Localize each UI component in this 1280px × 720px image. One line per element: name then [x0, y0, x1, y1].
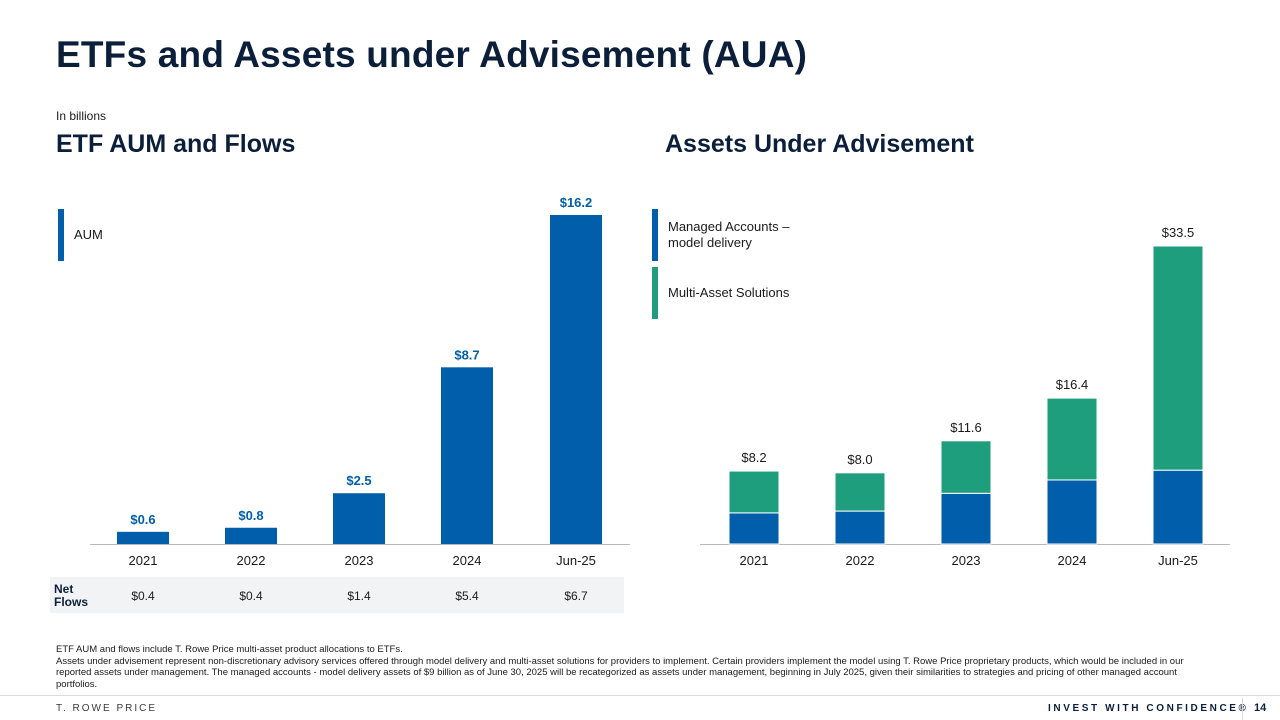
- net-flows-label: Net Flows: [54, 583, 94, 609]
- etf-tick-label: Jun-25: [556, 553, 596, 568]
- etf-tick-label: 2021: [129, 553, 158, 568]
- aua-bar-managed-accounts: [1046, 479, 1098, 545]
- aua-tick-label: 2024: [1058, 553, 1087, 568]
- etf-data-label: $0.6: [130, 512, 155, 527]
- aua-tick-label: 2022: [846, 553, 875, 568]
- etf-data-label: $16.2: [560, 195, 593, 210]
- etf-data-label: $2.5: [346, 473, 371, 488]
- etf-bar: [550, 215, 602, 544]
- aua-bar-multi-asset: [940, 440, 992, 494]
- footer-brand: T. ROWE PRICE: [56, 703, 158, 714]
- net-flows-value: $6.7: [564, 589, 588, 603]
- aua-total-label: $33.5: [1162, 225, 1195, 240]
- net-flows-label-line1: Net: [54, 582, 74, 596]
- net-flows-value: $0.4: [239, 589, 263, 603]
- etf-data-label: $0.8: [238, 508, 263, 523]
- legend-label: AUM: [74, 227, 103, 242]
- aua-bar-multi-asset: [1046, 397, 1098, 481]
- aua-total-label: $8.2: [741, 450, 766, 465]
- etf-bar: [441, 367, 493, 544]
- aua-chart-title: Assets Under Advisement: [665, 130, 974, 158]
- net-flows-row: Net Flows $0.4 $0.4 $1.4 $5.4 $6.7: [50, 577, 624, 613]
- etf-data-label: $8.7: [454, 347, 479, 362]
- footer-tagline: INVEST WITH CONFIDENCE®: [1048, 703, 1249, 714]
- etf-bar: [333, 493, 385, 544]
- aua-bar-managed-accounts: [728, 512, 780, 545]
- aua-legend-multi-asset: Multi-Asset Solutions: [652, 267, 818, 319]
- legend-label: Multi-Asset Solutions: [668, 285, 790, 300]
- aua-total-label: $11.6: [950, 420, 982, 435]
- net-flows-value: $5.4: [455, 589, 479, 603]
- aua-tick-label: 2021: [740, 553, 769, 568]
- aua-bar-multi-asset: [1152, 245, 1204, 471]
- etf-legend-aum: AUM: [58, 209, 224, 261]
- legend-label: Managed Accounts – model delivery: [668, 219, 790, 250]
- footnote-line: Assets under advisement represent non-di…: [56, 655, 1184, 690]
- footer-divider: [0, 695, 1280, 696]
- aua-bar-multi-asset: [728, 470, 780, 514]
- net-flows-label-line2: Flows: [54, 595, 89, 609]
- page-title: ETFs and Assets under Advisement (AUA): [56, 34, 808, 75]
- aua-legend-managed-accounts: Managed Accounts – model delivery: [652, 209, 808, 261]
- aua-bar-managed-accounts: [940, 492, 992, 545]
- net-flows-value: $1.4: [347, 589, 371, 603]
- etf-bar: [225, 527, 277, 544]
- legend-swatch: [652, 267, 658, 319]
- net-flows-value: $0.4: [131, 589, 155, 603]
- page-number: 14: [1254, 702, 1267, 714]
- aua-total-label: $16.4: [1056, 377, 1089, 392]
- aua-bar-multi-asset: [834, 472, 886, 512]
- footnote-line: ETF AUM and flows include T. Rowe Price …: [56, 644, 403, 655]
- etf-tick-label: 2022: [237, 553, 266, 568]
- aua-total-label: $8.0: [847, 452, 872, 467]
- aua-bar-managed-accounts: [1152, 469, 1204, 545]
- aua-bar-managed-accounts: [834, 510, 886, 545]
- etf-bar: [117, 531, 169, 544]
- etf-tick-label: 2023: [345, 553, 374, 568]
- etf-tick-label: 2024: [453, 553, 482, 568]
- legend-swatch: [652, 209, 658, 261]
- aua-tick-label: Jun-25: [1158, 553, 1198, 568]
- etf-chart-title: ETF AUM and Flows: [56, 130, 296, 158]
- footer-separator: [1242, 698, 1243, 720]
- legend-swatch: [58, 209, 64, 261]
- aua-tick-label: 2023: [952, 553, 981, 568]
- unit-note: In billions: [56, 109, 107, 123]
- footnote: ETF AUM and flows include T. Rowe Price …: [56, 644, 1216, 690]
